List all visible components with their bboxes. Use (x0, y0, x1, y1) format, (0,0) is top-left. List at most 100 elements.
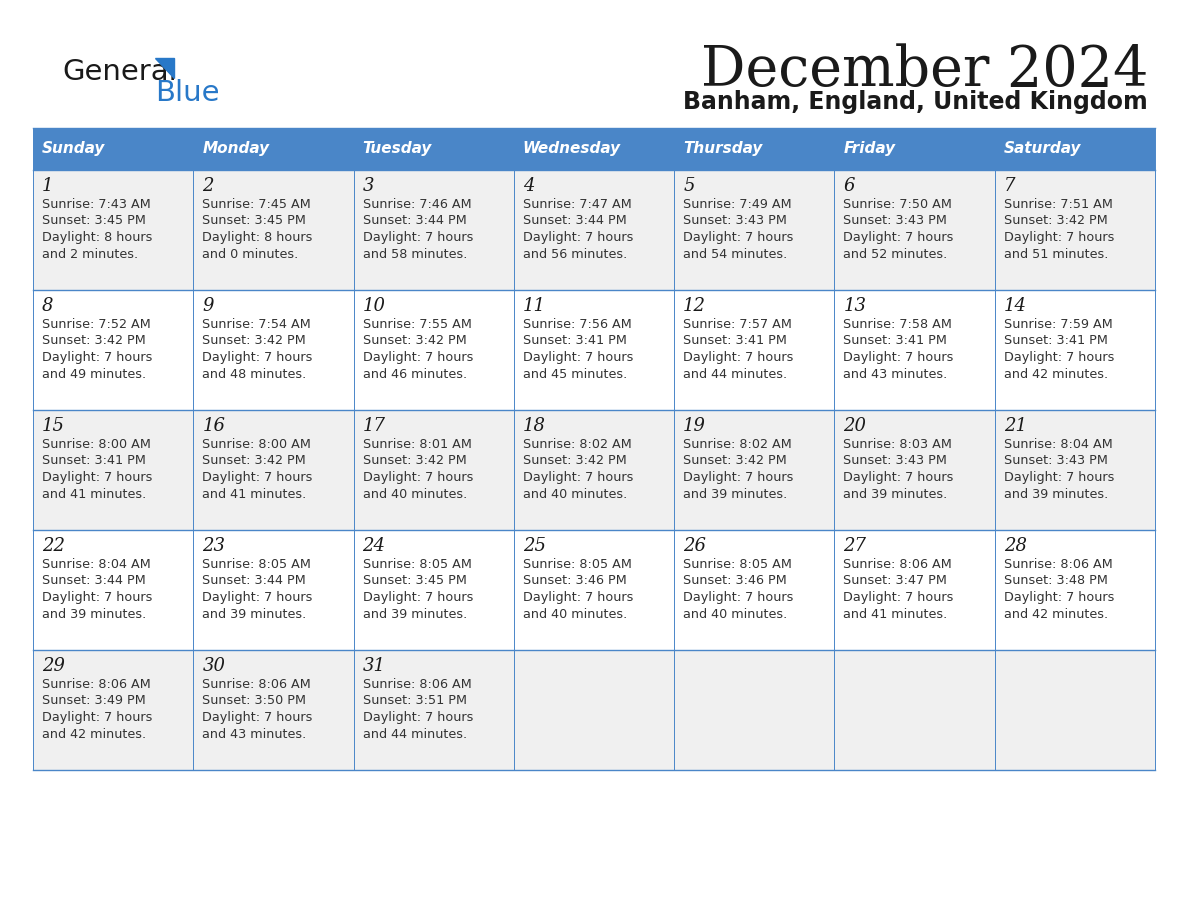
Text: Sunrise: 7:55 AM: Sunrise: 7:55 AM (362, 318, 472, 331)
Text: 28: 28 (1004, 537, 1026, 555)
Text: Daylight: 7 hours: Daylight: 7 hours (42, 591, 152, 604)
Text: Daylight: 7 hours: Daylight: 7 hours (1004, 591, 1114, 604)
Bar (514, 128, 674, 170)
Text: Sunset: 3:43 PM: Sunset: 3:43 PM (843, 215, 947, 228)
Text: Sunrise: 7:57 AM: Sunrise: 7:57 AM (683, 318, 792, 331)
Text: Sunset: 3:42 PM: Sunset: 3:42 PM (362, 334, 467, 348)
Text: 5: 5 (683, 177, 695, 195)
Text: Sunrise: 8:05 AM: Sunrise: 8:05 AM (362, 558, 472, 571)
Text: 27: 27 (843, 537, 866, 555)
Text: and 43 minutes.: and 43 minutes. (202, 727, 307, 741)
Text: Daylight: 8 hours: Daylight: 8 hours (42, 231, 152, 244)
Text: Sunset: 3:48 PM: Sunset: 3:48 PM (1004, 575, 1107, 588)
Text: Friday: Friday (843, 140, 896, 155)
Text: and 40 minutes.: and 40 minutes. (523, 608, 627, 621)
Text: Sunset: 3:50 PM: Sunset: 3:50 PM (202, 695, 307, 708)
Text: Daylight: 7 hours: Daylight: 7 hours (523, 471, 633, 484)
Text: and 44 minutes.: and 44 minutes. (683, 367, 788, 380)
Text: 18: 18 (523, 417, 545, 435)
Text: and 43 minutes.: and 43 minutes. (843, 367, 948, 380)
Text: 31: 31 (362, 657, 386, 675)
Text: Daylight: 7 hours: Daylight: 7 hours (843, 591, 954, 604)
Text: Sunrise: 8:02 AM: Sunrise: 8:02 AM (683, 438, 792, 451)
Text: Sunrise: 7:52 AM: Sunrise: 7:52 AM (42, 318, 151, 331)
Text: Sunset: 3:42 PM: Sunset: 3:42 PM (683, 454, 786, 467)
Text: Sunset: 3:42 PM: Sunset: 3:42 PM (202, 454, 307, 467)
Text: 8: 8 (42, 297, 53, 315)
Text: and 39 minutes.: and 39 minutes. (1004, 487, 1108, 500)
Text: Daylight: 7 hours: Daylight: 7 hours (42, 471, 152, 484)
Text: Wednesday: Wednesday (523, 140, 621, 155)
Text: Daylight: 7 hours: Daylight: 7 hours (362, 351, 473, 364)
Text: Daylight: 7 hours: Daylight: 7 hours (362, 711, 473, 724)
Text: and 40 minutes.: and 40 minutes. (683, 608, 788, 621)
Text: Sunrise: 8:01 AM: Sunrise: 8:01 AM (362, 438, 472, 451)
Text: Sunrise: 8:04 AM: Sunrise: 8:04 AM (42, 558, 151, 571)
Text: Daylight: 7 hours: Daylight: 7 hours (523, 351, 633, 364)
Text: Daylight: 7 hours: Daylight: 7 hours (202, 591, 312, 604)
Text: 19: 19 (683, 417, 706, 435)
Text: and 41 minutes.: and 41 minutes. (843, 608, 948, 621)
Text: Sunrise: 7:50 AM: Sunrise: 7:50 AM (843, 198, 953, 211)
Text: Sunset: 3:42 PM: Sunset: 3:42 PM (202, 334, 307, 348)
Text: Sunrise: 8:05 AM: Sunrise: 8:05 AM (683, 558, 792, 571)
Text: and 44 minutes.: and 44 minutes. (362, 727, 467, 741)
Text: Sunrise: 8:05 AM: Sunrise: 8:05 AM (202, 558, 311, 571)
Text: Thursday: Thursday (683, 140, 763, 155)
Text: Sunrise: 8:02 AM: Sunrise: 8:02 AM (523, 438, 632, 451)
Text: 30: 30 (202, 657, 226, 675)
Text: Sunset: 3:51 PM: Sunset: 3:51 PM (362, 695, 467, 708)
Text: and 46 minutes.: and 46 minutes. (362, 367, 467, 380)
Bar (354, 128, 514, 170)
Text: Daylight: 7 hours: Daylight: 7 hours (843, 231, 954, 244)
Polygon shape (154, 58, 173, 78)
Text: Sunrise: 8:03 AM: Sunrise: 8:03 AM (843, 438, 953, 451)
Text: and 40 minutes.: and 40 minutes. (362, 487, 467, 500)
Text: Sunset: 3:41 PM: Sunset: 3:41 PM (1004, 334, 1107, 348)
Bar (994, 128, 1155, 170)
Text: General: General (62, 58, 177, 86)
Text: Daylight: 7 hours: Daylight: 7 hours (843, 351, 954, 364)
Text: Sunrise: 7:43 AM: Sunrise: 7:43 AM (42, 198, 151, 211)
Text: 3: 3 (362, 177, 374, 195)
Text: Saturday: Saturday (1004, 140, 1081, 155)
Text: Sunset: 3:43 PM: Sunset: 3:43 PM (843, 454, 947, 467)
Text: Sunrise: 7:59 AM: Sunrise: 7:59 AM (1004, 318, 1112, 331)
Text: Sunrise: 8:06 AM: Sunrise: 8:06 AM (843, 558, 952, 571)
Text: Sunset: 3:44 PM: Sunset: 3:44 PM (362, 215, 467, 228)
Text: Sunset: 3:42 PM: Sunset: 3:42 PM (362, 454, 467, 467)
Text: Daylight: 7 hours: Daylight: 7 hours (1004, 351, 1114, 364)
Text: Sunset: 3:45 PM: Sunset: 3:45 PM (362, 575, 467, 588)
Text: 12: 12 (683, 297, 706, 315)
Text: and 58 minutes.: and 58 minutes. (362, 248, 467, 261)
Text: Sunset: 3:42 PM: Sunset: 3:42 PM (1004, 215, 1107, 228)
Text: Sunrise: 8:06 AM: Sunrise: 8:06 AM (1004, 558, 1112, 571)
Text: Daylight: 7 hours: Daylight: 7 hours (683, 231, 794, 244)
Text: 15: 15 (42, 417, 65, 435)
Text: Sunrise: 7:47 AM: Sunrise: 7:47 AM (523, 198, 632, 211)
Text: and 39 minutes.: and 39 minutes. (42, 608, 146, 621)
Bar (194, 128, 354, 170)
Text: Daylight: 7 hours: Daylight: 7 hours (1004, 231, 1114, 244)
Text: Sunrise: 8:05 AM: Sunrise: 8:05 AM (523, 558, 632, 571)
Text: Sunset: 3:44 PM: Sunset: 3:44 PM (42, 575, 146, 588)
Text: Daylight: 7 hours: Daylight: 7 hours (362, 591, 473, 604)
Text: Sunset: 3:44 PM: Sunset: 3:44 PM (523, 215, 626, 228)
Text: 6: 6 (843, 177, 855, 195)
Text: Sunrise: 7:58 AM: Sunrise: 7:58 AM (843, 318, 953, 331)
Text: Sunset: 3:43 PM: Sunset: 3:43 PM (1004, 454, 1107, 467)
Text: Sunrise: 8:06 AM: Sunrise: 8:06 AM (362, 678, 472, 691)
Bar (33, 410, 1155, 530)
Text: Sunset: 3:41 PM: Sunset: 3:41 PM (523, 334, 627, 348)
Bar (834, 128, 994, 170)
Text: 26: 26 (683, 537, 706, 555)
Text: Daylight: 7 hours: Daylight: 7 hours (523, 591, 633, 604)
Text: Sunset: 3:41 PM: Sunset: 3:41 PM (843, 334, 947, 348)
Text: 7: 7 (1004, 177, 1016, 195)
Text: Sunset: 3:44 PM: Sunset: 3:44 PM (202, 575, 307, 588)
Text: Daylight: 7 hours: Daylight: 7 hours (362, 231, 473, 244)
Text: Sunrise: 7:51 AM: Sunrise: 7:51 AM (1004, 198, 1113, 211)
Text: Sunrise: 7:49 AM: Sunrise: 7:49 AM (683, 198, 791, 211)
Text: 2: 2 (202, 177, 214, 195)
Text: Sunrise: 7:56 AM: Sunrise: 7:56 AM (523, 318, 632, 331)
